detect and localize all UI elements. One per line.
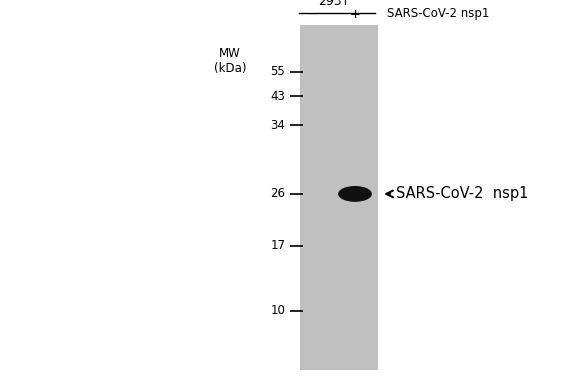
FancyBboxPatch shape: [300, 25, 378, 370]
Text: MW
(kDa): MW (kDa): [214, 47, 246, 75]
Text: 10: 10: [270, 304, 285, 317]
Text: 34: 34: [270, 119, 285, 132]
Text: 26: 26: [270, 187, 285, 200]
Text: 55: 55: [271, 65, 285, 78]
Text: SARS-CoV-2 nsp1: SARS-CoV-2 nsp1: [387, 7, 489, 20]
Text: +: +: [350, 8, 360, 21]
Text: SARS-CoV-2  nsp1: SARS-CoV-2 nsp1: [396, 186, 528, 201]
Ellipse shape: [338, 186, 372, 202]
Text: 43: 43: [270, 90, 285, 103]
Text: 293T: 293T: [318, 0, 350, 8]
Text: −: −: [307, 8, 319, 21]
Text: 17: 17: [270, 239, 285, 252]
